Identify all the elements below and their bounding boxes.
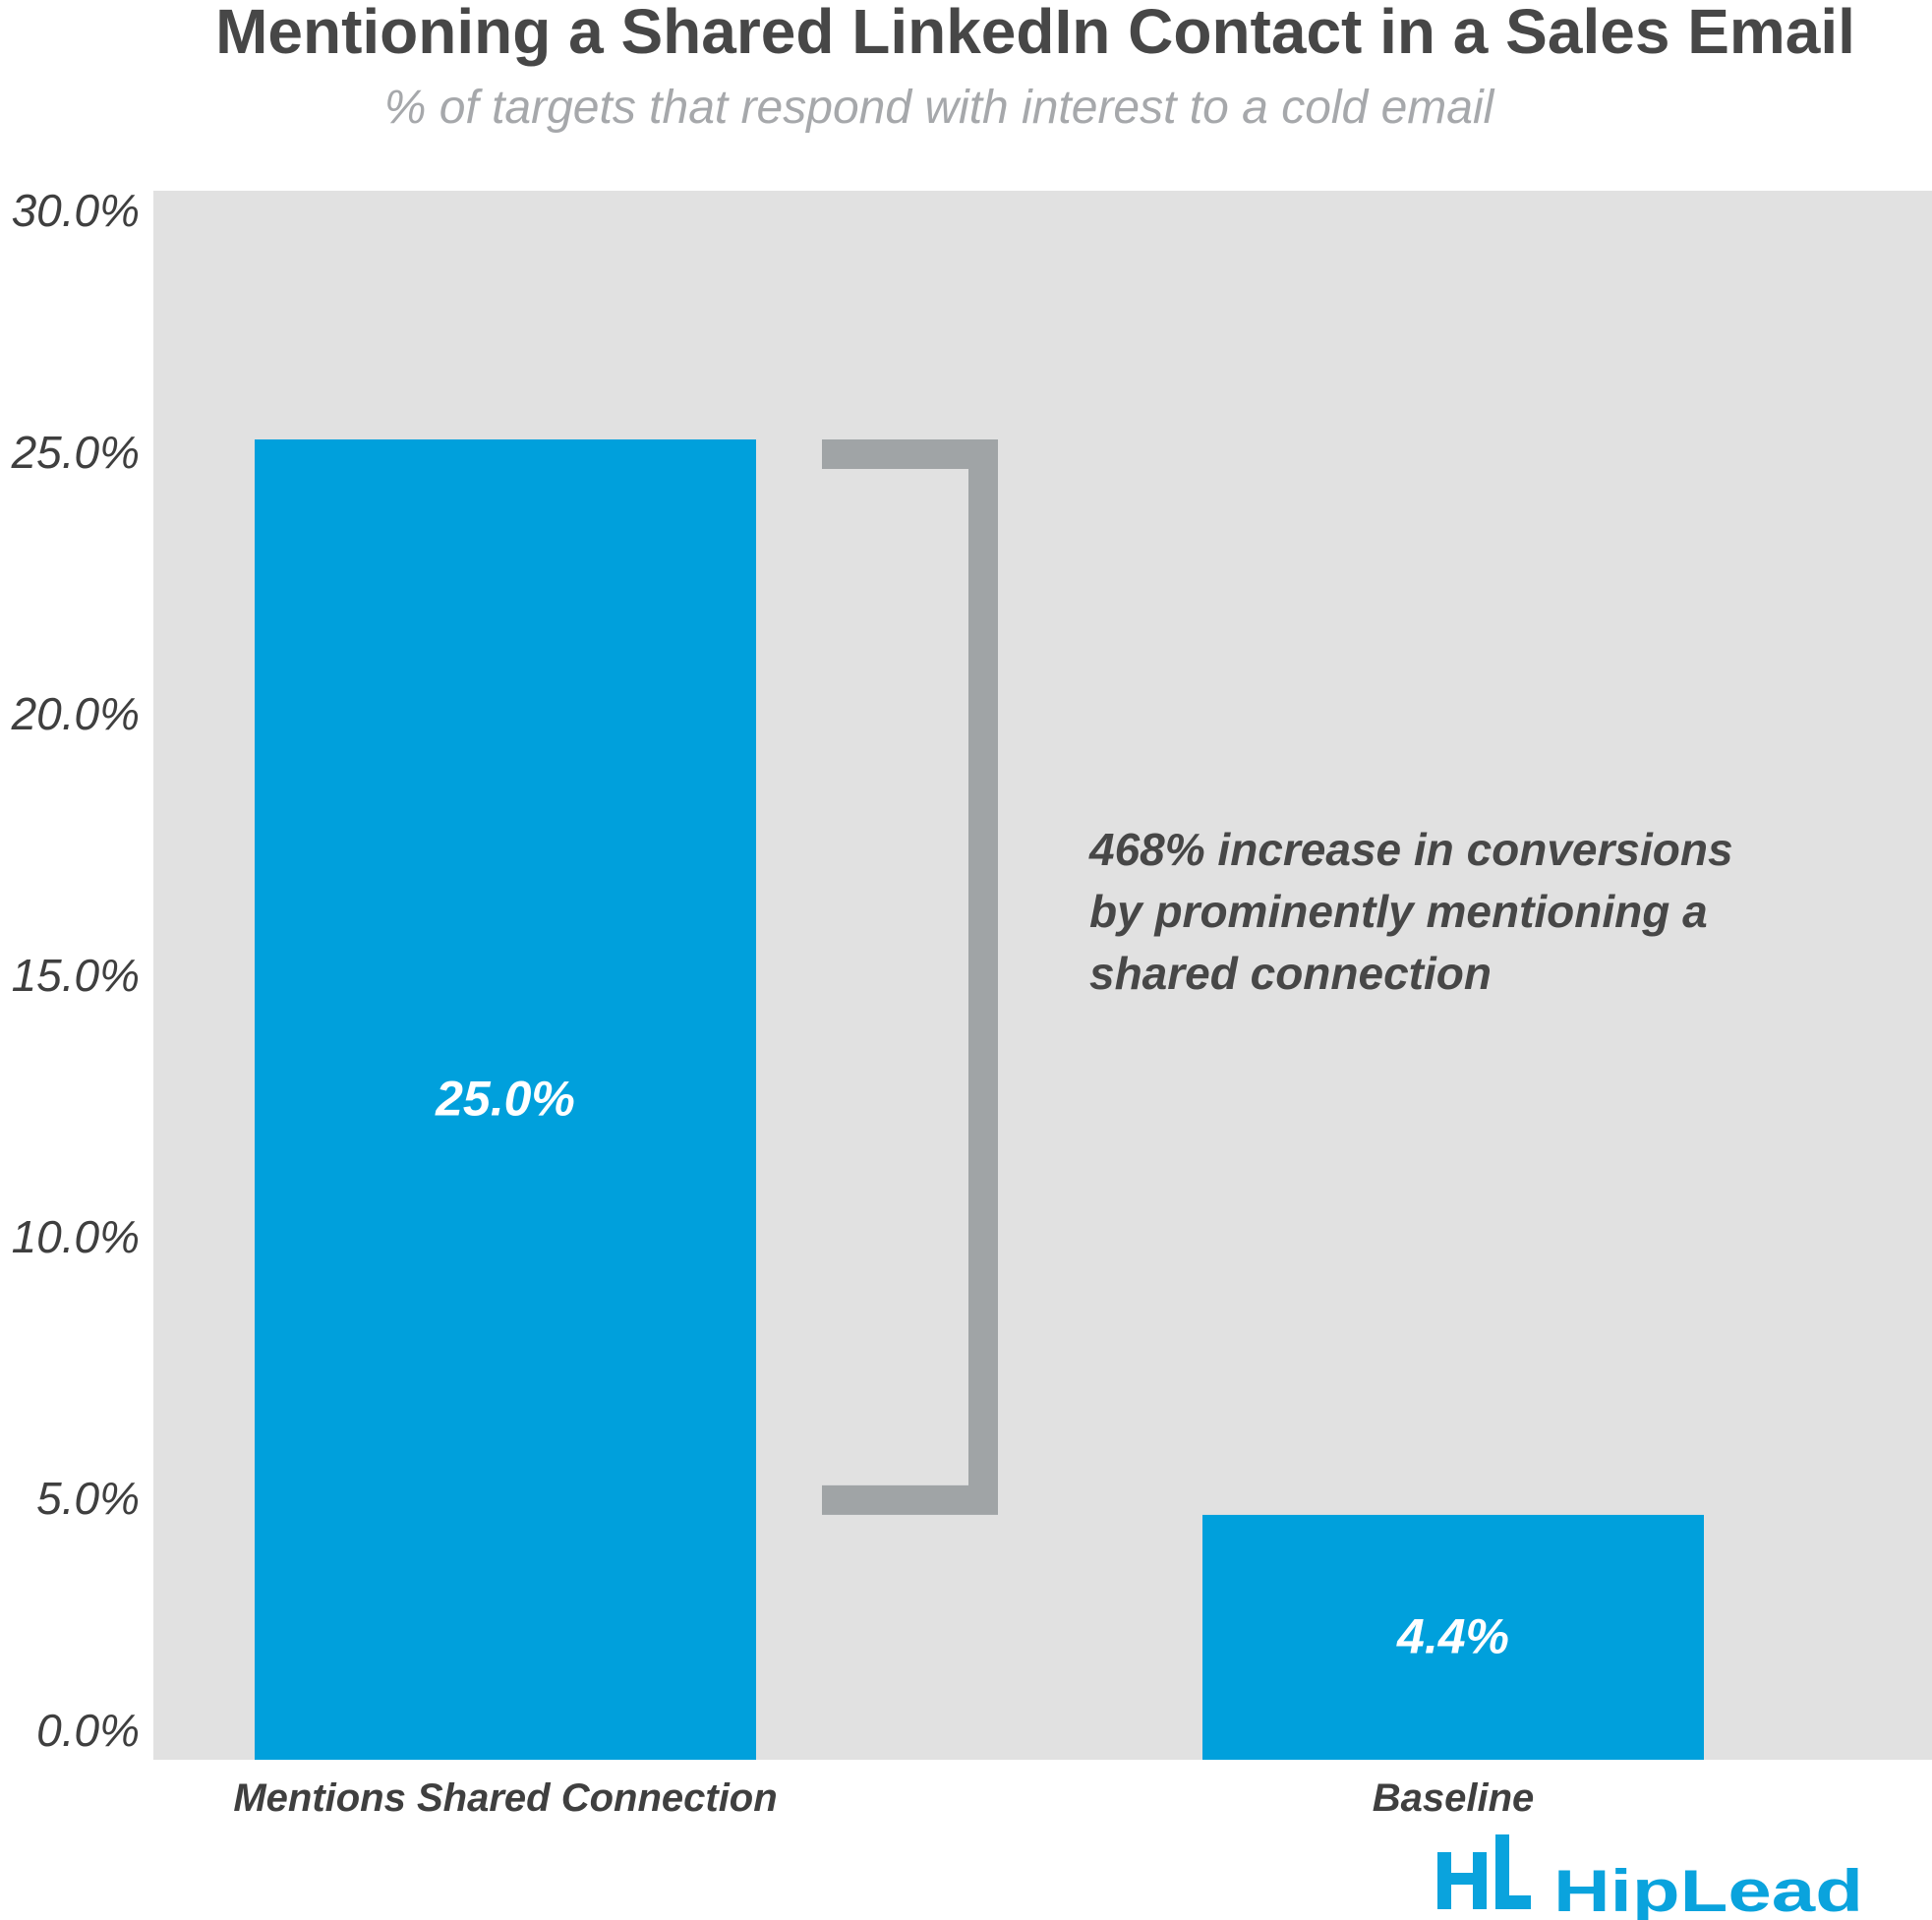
bar xyxy=(255,439,756,1760)
y-tick-label: 20.0% xyxy=(11,688,140,739)
comparison-bracket xyxy=(822,439,998,1515)
y-tick-label: 0.0% xyxy=(36,1705,140,1756)
bar-value-label: 4.4% xyxy=(1396,1608,1509,1663)
hiplead-logo: HipLead xyxy=(1437,1834,1863,1920)
annotation-line-1: 468% increase in conversions xyxy=(1088,824,1733,875)
y-tick-label: 10.0% xyxy=(12,1211,140,1262)
bars xyxy=(255,439,1704,1760)
annotation-line-3: shared connection xyxy=(1089,948,1492,999)
x-category-label: Baseline xyxy=(1373,1776,1535,1820)
chart-subtitle: % of targets that respond with interest … xyxy=(384,82,1495,134)
bar xyxy=(1202,1514,1704,1760)
annotation-text: 468% increase in conversions by prominen… xyxy=(1088,824,1745,999)
y-tick-label: 25.0% xyxy=(11,427,140,478)
x-axis-category-labels: Mentions Shared Connection Baseline xyxy=(233,1776,1534,1820)
y-tick-label: 15.0% xyxy=(12,950,140,1001)
hiplead-bars-logo-icon xyxy=(1437,1834,1531,1909)
annotation-line-2: by prominently mentioning a xyxy=(1089,886,1708,937)
y-axis-ticks: 0.0% 5.0% 10.0% 15.0% 20.0% 25.0% 30.0% xyxy=(11,185,140,1756)
chart-title: Mentioning a Shared LinkedIn Contact in … xyxy=(215,0,1855,67)
y-tick-label: 30.0% xyxy=(12,185,140,236)
x-category-label: Mentions Shared Connection xyxy=(233,1776,777,1820)
bar-value-label: 25.0% xyxy=(435,1072,575,1127)
y-tick-label: 5.0% xyxy=(36,1473,140,1524)
logo-text: HipLead xyxy=(1553,1858,1863,1920)
bar-value-labels: 25.0% 4.4% xyxy=(435,1072,1509,1664)
